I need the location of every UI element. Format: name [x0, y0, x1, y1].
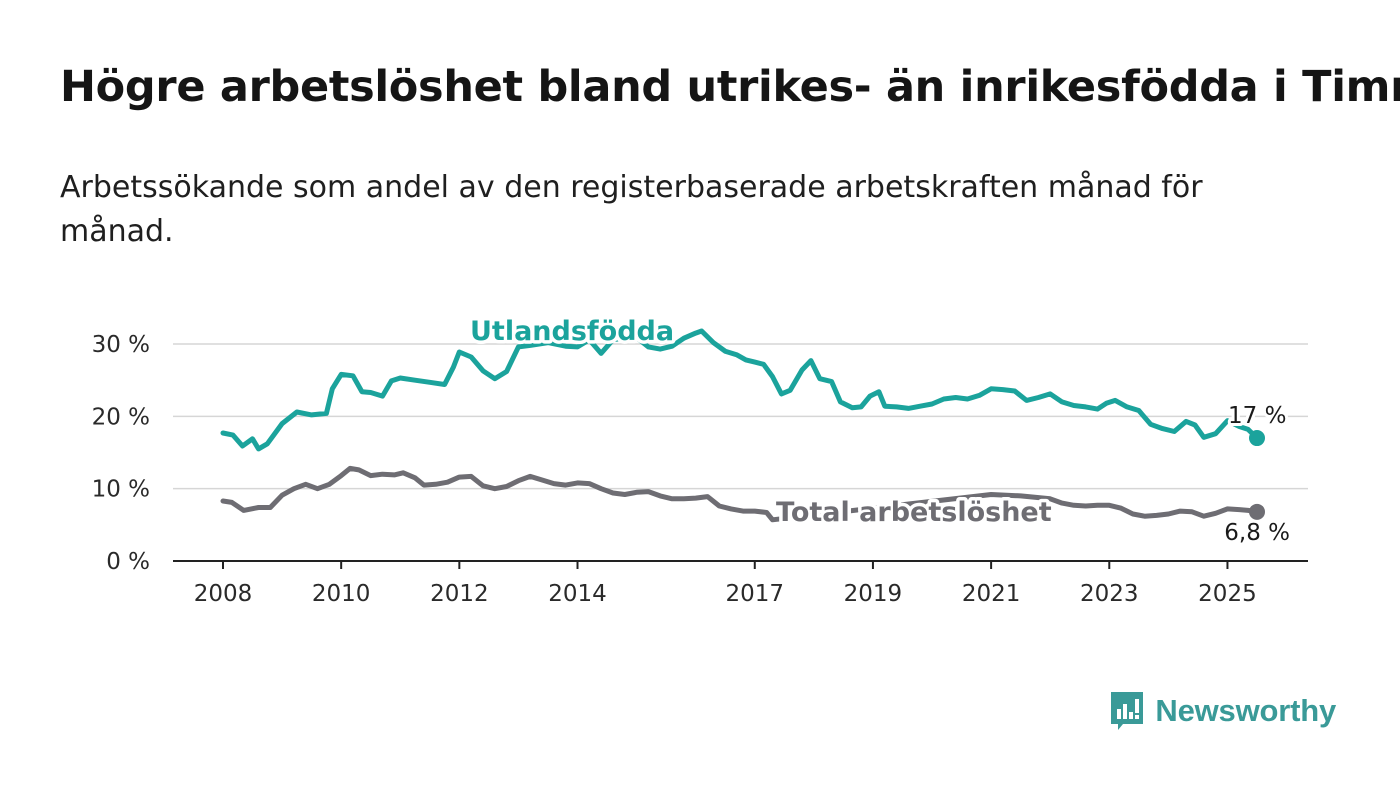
- x-tick-label: 2017: [725, 581, 784, 607]
- series-end-marker: [1249, 503, 1265, 520]
- x-tick-label: 2025: [1198, 581, 1257, 607]
- series-labels: Utlandsfödda 17 % Total arbetslöshet 6,8 %: [467, 313, 1294, 550]
- chart-subtitle: Arbetssökande som andel av den registerb…: [60, 170, 1203, 249]
- series-end-label: 17 %: [1228, 403, 1286, 429]
- series-lines: [220, 328, 1265, 523]
- x-tick-label: 2008: [194, 581, 253, 607]
- series-end-marker: [1249, 430, 1265, 447]
- y-axis-tick-labels: 0 % 10 % 20 % 30 %: [92, 332, 150, 575]
- y-tick-label: 0 %: [106, 549, 150, 575]
- brand-name: Newsworthy: [1155, 693, 1336, 728]
- x-tick-label: 2021: [962, 581, 1021, 607]
- series-line-total: [220, 465, 1260, 523]
- series-name-label: Total arbetslöshet: [776, 497, 1052, 528]
- series-name-label: Utlandsfödda: [470, 316, 674, 347]
- series-end-label: 6,8 %: [1224, 520, 1290, 546]
- y-tick-label: 30 %: [92, 332, 150, 358]
- chart-title: Högre arbetslöshet bland utrikes- än inr…: [60, 62, 1400, 112]
- y-tick-label: 10 %: [92, 477, 150, 503]
- line-chart: 0 % 10 % 20 % 30 % 2008 2010 2012 2014 2017 2019…: [91, 313, 1308, 607]
- x-tick-label: 2014: [548, 581, 607, 607]
- x-tick-label: 2019: [844, 581, 903, 607]
- newsworthy-logo-icon: [1111, 692, 1144, 730]
- newsworthy-brand[interactable]: Newsworthy: [1109, 690, 1336, 732]
- y-tick-label: 20 %: [92, 404, 150, 430]
- x-axis-ticks: 2008 2010 2012 2014 2017 2019 2021 2023 2025: [194, 561, 1257, 607]
- x-tick-label: 2023: [1080, 581, 1139, 607]
- series-line-utlandsfodda: [220, 328, 1260, 452]
- grid-lines: [173, 343, 1308, 490]
- x-tick-label: 2010: [312, 581, 371, 607]
- x-tick-label: 2012: [430, 581, 489, 607]
